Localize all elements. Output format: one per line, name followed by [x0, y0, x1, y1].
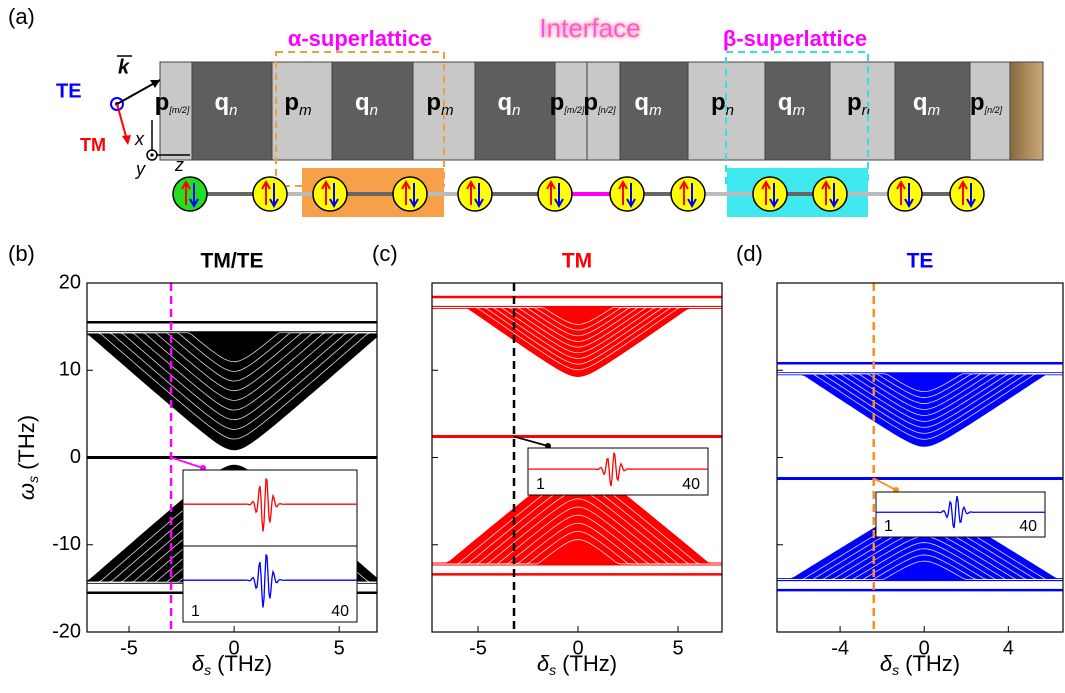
text-part: (THz) [217, 651, 272, 676]
text-part: δ [192, 651, 205, 676]
text-part: q [214, 89, 229, 116]
inset-box [528, 448, 708, 495]
y-tick-label: -20 [52, 620, 81, 642]
figure: (a)p[m/2]qnpmqnpmqnp[m/2]p[n/2]qmpnqmpnq… [0, 0, 1065, 693]
site [671, 177, 705, 211]
site [538, 177, 572, 211]
site [610, 177, 644, 211]
site [753, 177, 787, 211]
site [393, 177, 427, 211]
x-tick-label: 4 [1003, 637, 1014, 659]
text-part: [n/2] [984, 105, 1003, 115]
chart-title: TE [907, 250, 934, 273]
text-part: δ [880, 651, 893, 676]
chart-title: TM [562, 250, 592, 273]
x-tick-label: 5 [334, 637, 345, 659]
substrate [1010, 62, 1043, 160]
text-part: [m/2] [168, 105, 190, 115]
inset-tick-label: 1 [884, 518, 893, 535]
inset-arrow [874, 478, 896, 490]
te-label: TE [56, 80, 82, 102]
interface-title: Interface [539, 13, 640, 43]
inset-arrow [171, 458, 203, 469]
x-axis-label: δs (THz) [537, 651, 617, 678]
inset-tick-label: 1 [536, 476, 545, 493]
tm-head [122, 135, 131, 145]
text-part: n [370, 102, 378, 119]
panel-label: (c) [372, 241, 398, 266]
site [253, 177, 287, 211]
text-part: q [913, 89, 928, 116]
plot-area [777, 283, 1063, 632]
text-part: q [355, 89, 370, 116]
x-axis-label: δs (THz) [880, 651, 960, 678]
inset-tick-label: 40 [1019, 518, 1037, 535]
y-tick-label: 10 [59, 359, 81, 381]
text-part: p [711, 89, 726, 116]
y-tick-label: -10 [52, 533, 81, 555]
text-part: m [793, 102, 806, 119]
text-part: (THz) [562, 651, 617, 676]
text-part: [n/2] [597, 105, 616, 115]
text-part: q [497, 89, 512, 116]
x-tick-label: -5 [469, 637, 487, 659]
band [777, 374, 1063, 446]
text-part: s [25, 476, 41, 483]
text-part: m [299, 102, 312, 119]
text-part: m [928, 102, 941, 119]
axis-y-label: y [134, 159, 146, 179]
axis-z-label: z [174, 155, 184, 175]
text-part: p [426, 89, 441, 116]
beta-title: β-superlattice [723, 26, 867, 51]
text-part: p [550, 89, 565, 116]
panel-label: (d) [736, 241, 763, 266]
text-part: n [512, 102, 520, 119]
site [458, 177, 492, 211]
y-tick-label: 0 [70, 446, 81, 468]
y-axis-center [150, 153, 153, 156]
k-label: k [118, 56, 130, 78]
text-part: s [892, 662, 899, 678]
text-part: q [778, 89, 793, 116]
axis-x-label: x [134, 129, 145, 149]
text-part: (THz) [14, 415, 39, 470]
text-part: [m/2] [563, 105, 585, 115]
inset-box [183, 470, 357, 546]
site [313, 177, 347, 211]
text-part: (THz) [905, 651, 960, 676]
text-part: p [155, 89, 170, 116]
text-part: s [549, 662, 556, 678]
text-part: p [284, 89, 299, 116]
x-tick-label: -4 [831, 637, 849, 659]
alpha-title: α-superlattice [288, 26, 432, 51]
x-tick-label: -5 [120, 637, 138, 659]
text-part: p [970, 89, 985, 116]
text-part: n [229, 102, 237, 119]
tm-arrow [117, 104, 127, 140]
site [813, 177, 847, 211]
text-part: δ [537, 651, 550, 676]
x-tick-label: 5 [672, 637, 683, 659]
site [950, 177, 984, 211]
text-part: s [204, 662, 211, 678]
site [173, 177, 207, 211]
panel-label: (b) [8, 241, 35, 266]
tm-label: TM [80, 135, 106, 155]
text-part: ω [14, 483, 39, 500]
inset-tick-label: 40 [682, 476, 700, 493]
text-part: p [847, 89, 862, 116]
chart-title: TM/TE [201, 250, 264, 273]
text-part: p [583, 89, 598, 116]
text-part: q [634, 89, 649, 116]
y-axis-label: ωs (THz) [14, 415, 41, 500]
y-tick-label: 20 [59, 271, 81, 293]
panel-label: (a) [8, 4, 35, 29]
site [888, 177, 922, 211]
inset-tick-label: 1 [191, 603, 200, 620]
x-axis-label: δs (THz) [192, 651, 272, 678]
inset-tick-label: 40 [331, 603, 349, 620]
text-part: m [649, 102, 662, 119]
text-part: m [441, 102, 454, 119]
